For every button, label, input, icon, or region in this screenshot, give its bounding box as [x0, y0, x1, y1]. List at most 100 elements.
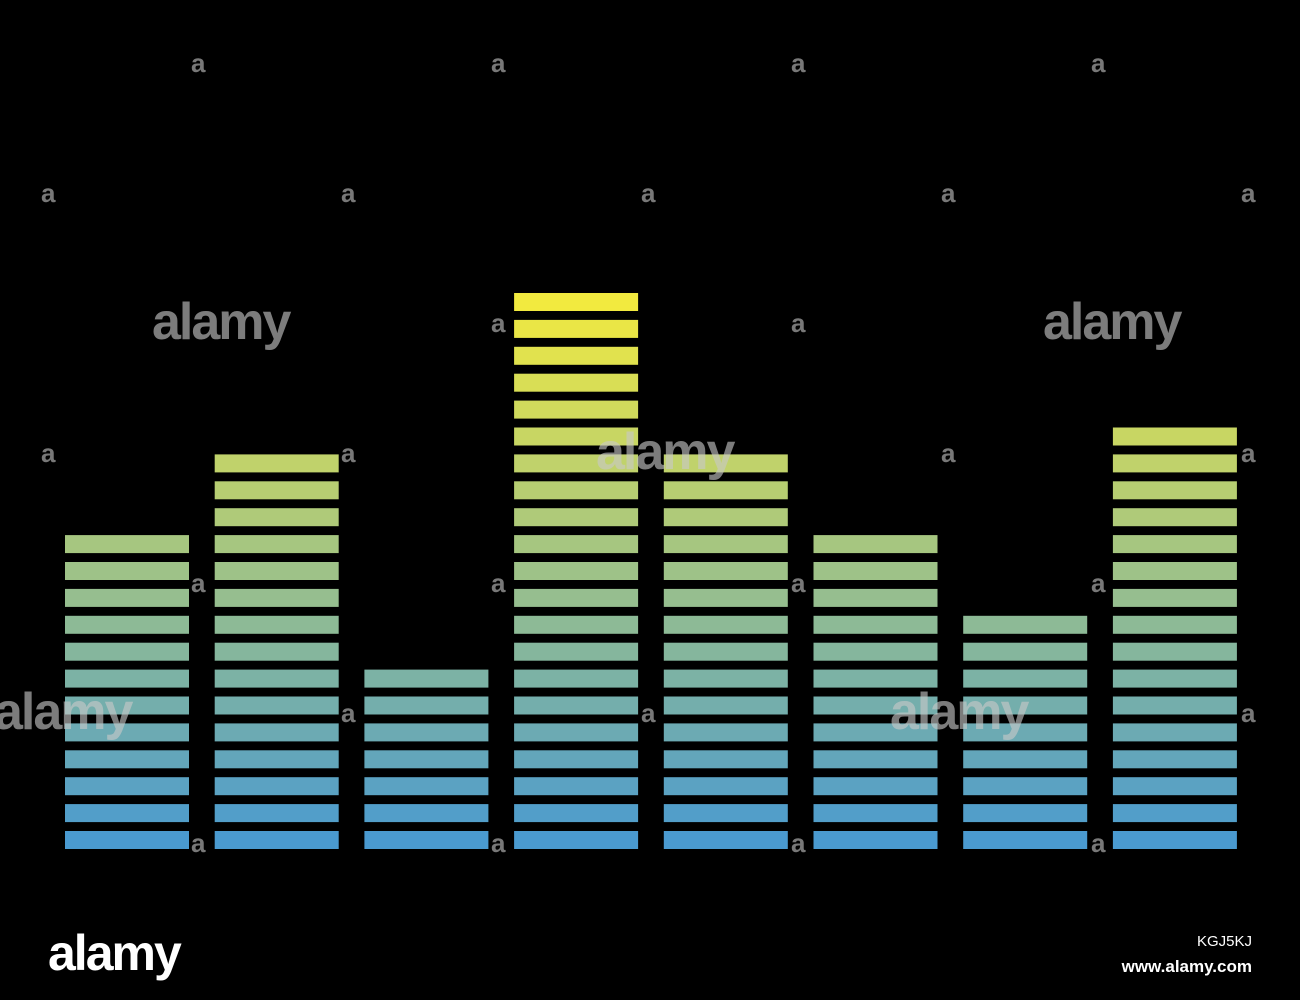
equalizer-segment	[663, 804, 788, 823]
equalizer-segment	[514, 481, 639, 500]
equalizer-segment	[663, 642, 788, 661]
equalizer-segment	[514, 615, 639, 634]
equalizer-segment	[1112, 454, 1237, 473]
equalizer-segment	[663, 669, 788, 688]
equalizer-segment	[1112, 588, 1237, 607]
equalizer-bar-5	[663, 454, 788, 849]
equalizer-segment	[514, 373, 639, 392]
equalizer-segment	[214, 642, 339, 661]
equalizer-segment	[813, 696, 938, 715]
equalizer-segment	[813, 562, 938, 580]
equalizer-segment	[663, 535, 788, 554]
equalizer-segment	[813, 615, 938, 634]
equalizer-segment	[963, 642, 1088, 661]
equalizer-segment	[514, 427, 639, 446]
equalizer-segment	[813, 642, 938, 661]
equalizer-bar-6	[813, 535, 938, 849]
equalizer-segment	[65, 723, 189, 742]
equalizer-segment	[364, 777, 489, 796]
equalizer-segment	[364, 750, 489, 769]
equalizer-segment	[514, 293, 639, 311]
equalizer-segment	[514, 346, 639, 365]
equalizer-segment	[65, 669, 189, 688]
equalizer-segment	[1112, 669, 1237, 688]
equalizer-bar-4	[514, 293, 639, 849]
equalizer-segment	[364, 804, 489, 823]
equalizer-segment	[214, 615, 339, 634]
equalizer-segment	[963, 696, 1088, 715]
equalizer-segment	[663, 777, 788, 796]
equalizer-segment	[364, 831, 489, 849]
equalizer-segment	[963, 615, 1088, 634]
equalizer-segment	[214, 696, 339, 715]
equalizer-segment	[663, 750, 788, 769]
equalizer-segment	[1112, 508, 1237, 527]
equalizer-segment	[514, 319, 639, 338]
image-id: KGJ5KJ	[1196, 933, 1252, 950]
equalizer-segment	[1112, 777, 1237, 796]
equalizer-segment	[514, 750, 639, 769]
equalizer-segment	[65, 615, 189, 634]
equalizer-segment	[813, 804, 938, 823]
equalizer-segment	[65, 777, 189, 796]
equalizer-segment	[813, 535, 938, 554]
equalizer-segment	[514, 696, 639, 715]
equalizer-segment	[514, 642, 639, 661]
equalizer-segment	[214, 588, 339, 607]
equalizer-segment	[1112, 562, 1237, 580]
equalizer-segment	[514, 831, 639, 849]
equalizer-bar-1	[65, 535, 189, 849]
equalizer-segment	[65, 535, 189, 554]
equalizer-segment	[813, 750, 938, 769]
equalizer-segment	[663, 454, 788, 473]
equalizer-segment	[514, 723, 639, 742]
footer-url: www.alamy.com	[1121, 957, 1252, 976]
equalizer-segment	[514, 669, 639, 688]
equalizer-segment	[214, 777, 339, 796]
equalizer-bar-7	[963, 615, 1088, 849]
equalizer-segment	[364, 696, 489, 715]
equalizer-segment	[1112, 750, 1237, 769]
equalizer-segment	[663, 723, 788, 742]
equalizer-segment	[663, 508, 788, 527]
equalizer-segment	[214, 535, 339, 554]
equalizer-segment	[65, 588, 189, 607]
equalizer-segment	[1112, 535, 1237, 554]
equalizer-segment	[65, 804, 189, 823]
equalizer-segment	[514, 508, 639, 527]
equalizer-segment	[1112, 723, 1237, 742]
equalizer-segment	[214, 831, 339, 849]
equalizer-segment	[364, 669, 489, 688]
equalizer-segment	[514, 777, 639, 796]
equalizer-bar-8	[1112, 427, 1237, 849]
equalizer-segment	[214, 804, 339, 823]
equalizer-segment	[813, 777, 938, 796]
equalizer-segment	[963, 777, 1088, 796]
equalizer-segment	[514, 400, 639, 419]
equalizer-segment	[214, 481, 339, 500]
equalizer-segment	[65, 750, 189, 769]
equalizer-segment	[813, 831, 938, 849]
equalizer-segment	[214, 723, 339, 742]
equalizer-segment	[514, 454, 639, 473]
equalizer-segment	[65, 696, 189, 715]
equalizer-segment	[214, 750, 339, 769]
equalizer-segment	[1112, 481, 1237, 500]
equalizer-bar-2	[214, 454, 339, 849]
equalizer-segment	[1112, 427, 1237, 446]
equalizer-bars	[65, 293, 1237, 849]
equalizer-segment	[514, 562, 639, 580]
equalizer-segment	[963, 804, 1088, 823]
equalizer-segment	[214, 508, 339, 527]
equalizer-segment	[1112, 642, 1237, 661]
equalizer-segment	[214, 562, 339, 580]
equalizer-segment	[663, 588, 788, 607]
equalizer-segment	[65, 642, 189, 661]
equalizer-segment	[65, 562, 189, 580]
equalizer-segment	[514, 588, 639, 607]
equalizer-segment	[663, 562, 788, 580]
equalizer-segment	[1112, 696, 1237, 715]
equalizer-segment	[514, 535, 639, 554]
equalizer-segment	[963, 723, 1088, 742]
